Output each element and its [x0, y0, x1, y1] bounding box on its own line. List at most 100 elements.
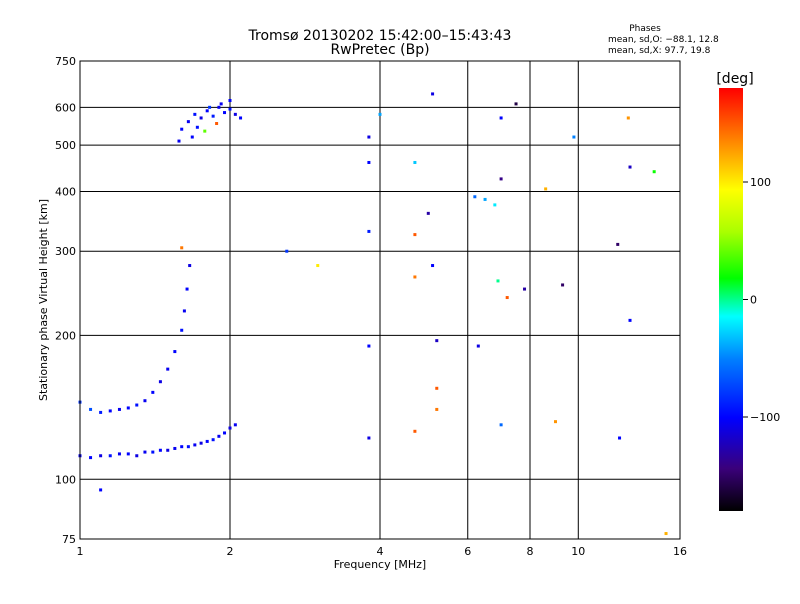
data-point: [182, 309, 186, 313]
data-point: [626, 116, 630, 120]
data-point: [367, 135, 371, 139]
data-point: [505, 296, 509, 300]
x-tick-label: 4: [377, 545, 384, 558]
data-point: [190, 135, 194, 139]
data-point: [108, 454, 112, 458]
x-tick-label: 10: [571, 545, 585, 558]
data-point: [413, 429, 417, 433]
data-point: [664, 532, 668, 536]
phase-stats-title: Phases: [629, 24, 661, 34]
data-point: [173, 350, 177, 354]
data-point: [199, 116, 203, 120]
data-point: [219, 102, 223, 106]
x-tick-label: 1: [77, 545, 84, 558]
y-axis-label: Stationary phase Virtual Height [km]: [37, 199, 50, 401]
x-axis: 1 2 4 6 8 10 16: [77, 545, 688, 558]
x-tick-label: 2: [227, 545, 234, 558]
data-point: [195, 125, 199, 129]
data-point: [367, 229, 371, 233]
data-point: [473, 195, 477, 199]
colorbar-ticks: 100 0 −100: [743, 176, 780, 424]
data-point: [426, 211, 430, 215]
data-point: [561, 283, 565, 287]
data-point: [553, 420, 557, 424]
data-point: [180, 445, 184, 449]
data-point: [117, 407, 121, 411]
colorbar-tick-label: −100: [750, 411, 780, 424]
y-tick-label: 300: [55, 245, 76, 258]
data-point: [413, 233, 417, 237]
y-axis: 75 100 200 300 400 500 600 750: [55, 55, 76, 546]
y-tick-label: 500: [55, 139, 76, 152]
data-point: [180, 246, 184, 250]
data-point: [233, 112, 237, 116]
phase-stats-o: mean, sd,O: −88.1, 12.8: [608, 35, 719, 45]
data-point: [223, 111, 227, 115]
data-point: [285, 249, 289, 253]
data-point: [89, 456, 93, 460]
data-point: [367, 436, 371, 440]
data-point: [208, 105, 212, 109]
data-point: [205, 439, 209, 443]
data-point: [186, 445, 190, 449]
colorbar: [719, 88, 743, 511]
x-tick-label: 8: [527, 545, 534, 558]
colorbar-tick-label: 100: [750, 176, 771, 189]
data-point: [215, 122, 219, 126]
data-point: [143, 399, 147, 403]
data-point: [99, 454, 103, 458]
data-point: [185, 287, 189, 291]
data-point: [117, 452, 121, 456]
x-tick-label: 6: [464, 545, 471, 558]
data-point: [186, 120, 190, 124]
x-axis-label: Frequency [MHz]: [334, 558, 426, 571]
data-point: [211, 438, 215, 442]
colorbar-tick-label: 0: [750, 294, 757, 307]
grid: [80, 61, 680, 539]
data-point: [108, 409, 112, 413]
data-point: [431, 92, 435, 96]
data-point: [99, 488, 103, 492]
data-point: [413, 160, 417, 164]
data-point: [378, 112, 382, 116]
data-point: [177, 139, 181, 143]
data-point: [435, 386, 439, 390]
data-point: [158, 380, 162, 384]
data-point: [199, 441, 203, 445]
data-point: [188, 264, 192, 268]
data-points: [78, 92, 668, 536]
data-point: [496, 279, 500, 283]
data-point: [158, 448, 162, 452]
data-point: [628, 165, 632, 169]
data-point: [367, 344, 371, 348]
data-point: [217, 434, 221, 438]
data-point: [193, 112, 197, 116]
data-point: [173, 446, 177, 450]
data-point: [228, 99, 232, 103]
data-point: [205, 109, 209, 113]
data-point: [151, 390, 155, 394]
data-point: [126, 406, 130, 410]
data-point: [166, 367, 170, 371]
y-tick-label: 100: [55, 473, 76, 486]
data-point: [233, 423, 237, 427]
data-point: [483, 197, 487, 201]
data-point: [316, 264, 320, 268]
data-point: [544, 187, 548, 191]
data-point: [135, 454, 139, 458]
data-point: [618, 436, 622, 440]
data-point: [367, 160, 371, 164]
data-point: [228, 107, 232, 111]
data-point: [493, 203, 497, 207]
data-point: [217, 105, 221, 109]
data-point: [499, 177, 503, 181]
chart-subtitle: RwPretec (Bp): [330, 42, 429, 58]
data-point: [89, 407, 93, 411]
y-tick-label: 750: [55, 55, 76, 68]
data-point: [652, 170, 656, 174]
data-point: [143, 450, 147, 454]
y-tick-label: 400: [55, 185, 76, 198]
data-point: [135, 403, 139, 407]
colorbar-label: [deg]: [716, 71, 753, 87]
